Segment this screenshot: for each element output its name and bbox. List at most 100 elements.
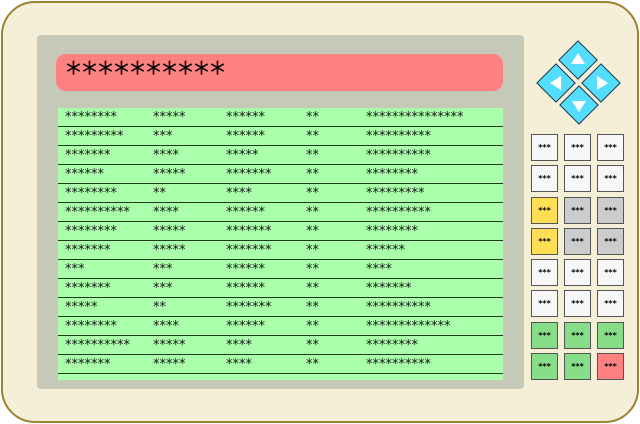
keypad-button[interactable]: *** [597,165,624,192]
table-cell: ********** [366,148,431,163]
arrow-down-icon [572,101,586,112]
keypad-button[interactable]: *** [564,353,591,380]
table-row[interactable]: ******** **** ****** ** ************* [58,317,503,336]
table-cell: *** [65,262,85,277]
keypad-button[interactable]: *** [597,134,624,161]
keypad-button[interactable]: *** [531,259,558,286]
table-cell: **** [226,186,252,201]
keypad-button[interactable]: *** [597,197,624,224]
table-row[interactable]: ********** ***** **** ** ******** [58,336,503,355]
table-cell: ********* [65,129,124,144]
table-cell: ******* [65,281,111,296]
keypad-button[interactable]: *** [564,290,591,317]
keypad-button[interactable]: *** [564,259,591,286]
table-row[interactable]: ************************* [58,184,503,203]
keypad-button[interactable]: *** [597,259,624,286]
table-row[interactable]: **************************** [58,355,503,374]
table-row[interactable]: ********** **** ****** ** ********** [58,203,503,222]
table-row[interactable]: ******** ***** ****** ** *************** [58,108,503,127]
table-cell: **** [226,357,252,372]
table-cell: ****** [226,281,265,296]
table-cell: ******* [226,300,272,315]
table-cell: *** [153,129,173,144]
table-cell: ***** [153,224,186,239]
arrow-left-icon [550,76,561,90]
table-cell: ********** [366,129,431,144]
keypad-button[interactable]: *** [531,197,558,224]
table-cell: ****** [65,167,104,182]
table-cell: ******** [65,319,117,334]
table-cell: ********** [366,300,431,315]
table-cell: ***** [153,167,186,182]
table-cell: ****** [226,262,265,277]
keypad-button[interactable]: *** [597,322,624,349]
keypad-button[interactable]: *** [597,290,624,317]
data-table: ******** ***** ****** ** *************** ****… [58,108,503,380]
table-cell: ******* [65,243,111,258]
keypad-button[interactable]: *** [531,134,558,161]
table-cell: *** [153,281,173,296]
table-cell: ********* [366,186,425,201]
table-row[interactable]: ***** ** ******* ** ********** [58,298,503,317]
table-cell: ** [153,186,166,201]
table-cell: ** [306,148,319,163]
table-cell: ***** [153,110,186,125]
table-cell: ******** [65,224,117,239]
table-cell: ** [306,281,319,296]
table-cell: ** [306,300,319,315]
table-cell: ******* [226,224,272,239]
table-row[interactable]: *** *** ****** ** **** [58,260,503,279]
table-cell: *************** [366,110,464,125]
table-cell: ******** [366,338,418,353]
table-cell: ***** [153,357,186,372]
table-cell: ******** [65,186,117,201]
table-cell: ** [306,167,319,182]
table-cell: ** [306,243,319,258]
table-cell: ***** [153,243,186,258]
table-row[interactable]: ******* ***** ******* ** ****** [58,241,503,260]
keypad-button[interactable]: *** [597,228,624,255]
table-cell: ***** [226,148,259,163]
table-cell: ****** [226,319,265,334]
table-cell: ** [306,262,319,277]
keypad-button[interactable]: *** [531,322,558,349]
table-row[interactable]: ************************* [58,279,503,298]
keypad-button[interactable]: *** [531,353,558,380]
table-cell: ******* [65,357,111,372]
table-row[interactable]: ****************************** [58,127,503,146]
arrow-up-icon [571,53,585,64]
keypad-button[interactable]: *** [531,165,558,192]
arrow-right-icon [597,76,608,90]
keypad-button[interactable]: *** [531,290,558,317]
table-row[interactable]: **************************** [58,146,503,165]
keypad-button[interactable]: *** [597,353,624,380]
table-cell: ****** [366,243,405,258]
table-row[interactable]: ****************************** [58,222,503,241]
keypad-button[interactable]: *** [531,228,558,255]
table-cell: ********** [366,357,431,372]
table-cell: ** [306,205,319,220]
table-cell: ** [306,338,319,353]
table-cell: ** [153,300,166,315]
table-cell: *** [153,262,173,277]
table-cell: ****** [226,205,265,220]
table-cell: ************* [366,319,451,334]
keypad-button[interactable]: *** [564,165,591,192]
table-cell: **** [366,262,392,277]
table-row[interactable]: **************************** [58,165,503,184]
table-cell: **** [153,205,179,220]
keypad-button[interactable]: *** [564,228,591,255]
table-cell: **** [153,319,179,334]
keypad-button[interactable]: *** [564,134,591,161]
table-cell: ** [306,357,319,372]
table-cell: ********** [366,205,431,220]
table-cell: ** [306,110,319,125]
keypad-button[interactable]: *** [564,322,591,349]
table-cell: ******* [226,243,272,258]
table-cell: ***** [153,338,186,353]
table-cell: ** [306,224,319,239]
table-cell: ****** [226,129,265,144]
table-cell: ******** [366,224,418,239]
keypad-button[interactable]: *** [564,197,591,224]
table-cell: ****** [226,110,265,125]
